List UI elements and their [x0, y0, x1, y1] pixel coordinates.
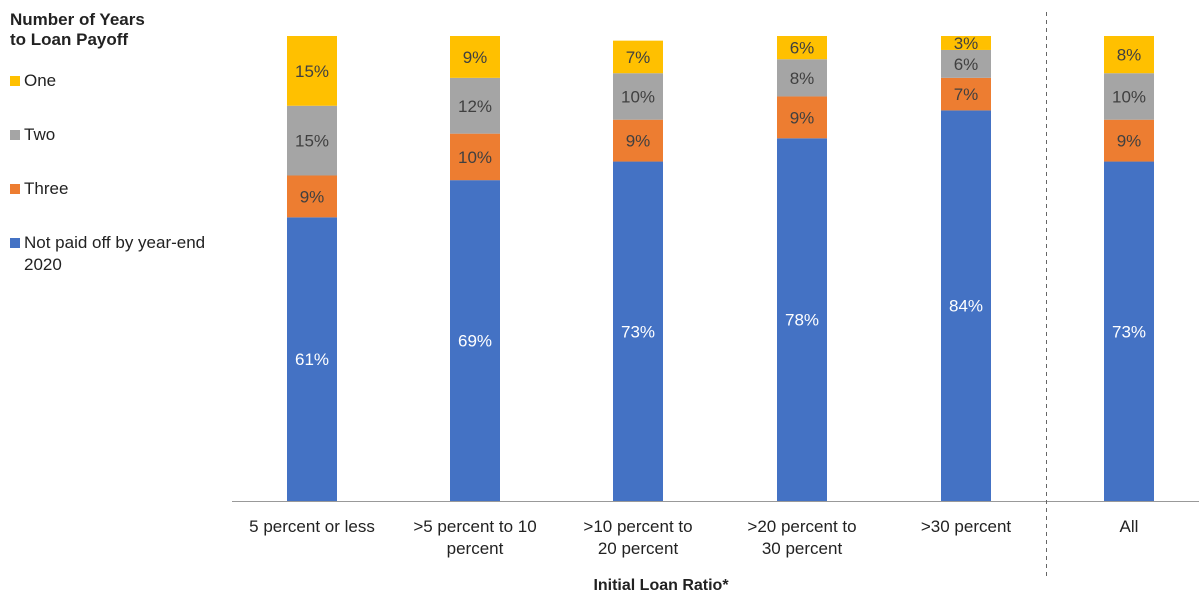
data-label-one: 8% [1117, 46, 1142, 65]
bar-segment-two [287, 105, 337, 176]
bar-segment-one [941, 36, 991, 50]
x-tick-label: >20 percent to [747, 517, 856, 536]
x-tick-label: >5 percent to 10 [413, 517, 536, 536]
data-label-not-paid-off: 84% [949, 297, 983, 316]
bar-segment-one [613, 40, 663, 74]
bar-segment-not-paid-off [287, 217, 337, 501]
data-label-not-paid-off: 73% [621, 322, 655, 341]
data-label-three: 9% [626, 132, 651, 151]
legend-item-two: Two [10, 124, 55, 146]
bar-segment-not-paid-off [941, 110, 991, 502]
bar-segment-two [613, 73, 663, 120]
bar-segment-three [450, 133, 500, 181]
bar-segment-three [777, 96, 827, 139]
legend-title-line: to Loan Payoff [10, 30, 129, 49]
bar-segment-not-paid-off [450, 180, 500, 501]
data-label-three: 9% [300, 187, 325, 206]
bar-segment-not-paid-off [777, 138, 827, 502]
data-label-three: 9% [790, 108, 815, 127]
legend-label-line: 2020 [24, 255, 62, 274]
x-tick-label: All [1120, 517, 1139, 536]
legend-swatch-not-paid-off [10, 238, 20, 248]
legend: Number of Years to Loan Payoff One Two T… [10, 10, 270, 274]
data-label-two: 8% [790, 69, 815, 88]
data-label-one: 3% [954, 34, 979, 53]
bar-segment-three [1104, 119, 1154, 162]
data-label-three: 7% [954, 85, 979, 104]
data-label-not-paid-off: 78% [785, 311, 819, 330]
legend-title: Number of Years to Loan Payoff [10, 10, 270, 50]
legend-label-line: Not paid off by year-end [24, 233, 206, 252]
legend-label-two: Two [24, 125, 56, 144]
data-label-one: 7% [626, 48, 651, 67]
data-label-not-paid-off: 69% [458, 332, 492, 351]
bars-layer: 61% 9% 15% 15% 69% 10% 12% 9% 73% 9% 10% 7% 78% 9% 8% 6… [287, 34, 1154, 502]
bar-segment-two [1104, 73, 1154, 120]
bar-segment-three [941, 77, 991, 111]
bar-segment-one [777, 36, 827, 60]
data-label-three: 9% [1117, 132, 1142, 151]
data-label-two: 10% [621, 87, 655, 106]
data-label-one: 9% [463, 48, 488, 67]
bar-segment-three [613, 119, 663, 162]
legend-swatch-two [10, 130, 20, 140]
legend-label-three: Three [24, 179, 69, 198]
data-label-not-paid-off: 73% [1112, 322, 1146, 341]
data-label-one: 15% [295, 62, 329, 81]
x-axis-title: Initial Loan Ratio* [593, 577, 729, 594]
bar-segment-two [450, 77, 500, 134]
bar-segment-not-paid-off [613, 161, 663, 502]
bar-segment-one [1104, 36, 1154, 74]
x-tick-label: 5 percent or less [249, 517, 375, 536]
x-tick-label: 20 percent [598, 539, 679, 558]
legend-item-not-paid-off: Not paid off by year-end 2020 [10, 232, 205, 276]
bar-segment-not-paid-off [1104, 161, 1154, 502]
legend-item-three: Three [10, 178, 68, 200]
x-tick-label: 30 percent [762, 539, 843, 558]
legend-swatch-three [10, 184, 20, 194]
data-label-three: 10% [458, 148, 492, 167]
data-label-two: 12% [458, 97, 492, 116]
data-label-two: 10% [1112, 87, 1146, 106]
bar-segment-two [941, 49, 991, 78]
x-tick-label: >10 percent to [583, 517, 692, 536]
data-label-two: 6% [954, 55, 979, 74]
x-tick-label: >30 percent [921, 517, 1012, 536]
bar-segment-one [287, 36, 337, 106]
legend-label-one: One [24, 71, 57, 90]
x-tick-label: percent [447, 539, 504, 558]
data-label-one: 6% [790, 39, 815, 58]
bar-segment-three [287, 175, 337, 218]
bar-segment-one [450, 36, 500, 78]
data-label-two: 15% [295, 132, 329, 151]
legend-title-line: Number of Years [10, 10, 145, 29]
bar-segment-two [777, 59, 827, 97]
axis-layer: 5 percent or less >5 percent to 10 percent… [232, 12, 1199, 580]
legend-item-one: One [10, 70, 56, 92]
legend-swatch-one [10, 76, 20, 86]
data-label-not-paid-off: 61% [295, 350, 329, 369]
legend-label-not-paid-off: Not paid off by year-end 2020 [24, 232, 205, 276]
